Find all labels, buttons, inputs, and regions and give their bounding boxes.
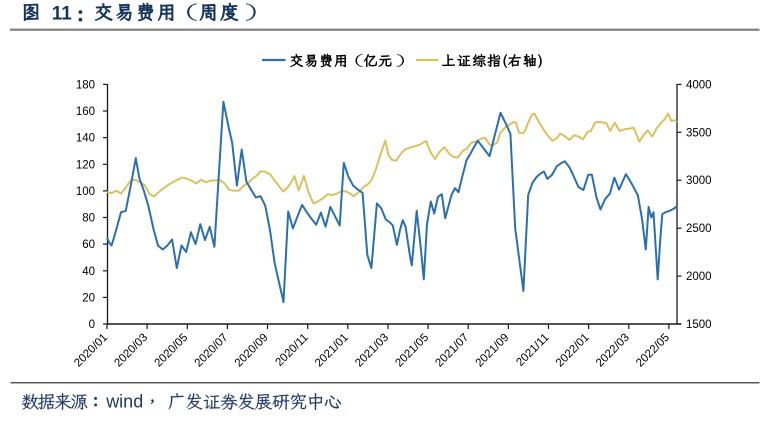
svg-text:80: 80	[82, 213, 95, 225]
svg-text:11: 11	[52, 4, 73, 25]
svg-text:wind: wind	[105, 392, 143, 412]
svg-text:4000: 4000	[686, 79, 712, 91]
svg-text:3000: 3000	[686, 175, 712, 187]
svg-text:180: 180	[76, 79, 95, 91]
svg-text:100: 100	[76, 186, 95, 198]
svg-text:0: 0	[89, 319, 95, 331]
svg-text:40: 40	[82, 266, 95, 278]
svg-text:120: 120	[76, 159, 95, 171]
svg-text:60: 60	[82, 239, 95, 251]
svg-text:140: 140	[76, 133, 95, 145]
svg-text:2500: 2500	[686, 223, 712, 235]
svg-text:2000: 2000	[686, 271, 712, 283]
svg-text:20: 20	[82, 292, 95, 304]
svg-text:3500: 3500	[686, 127, 712, 139]
svg-text:1500: 1500	[686, 319, 712, 331]
svg-text:160: 160	[76, 106, 95, 118]
